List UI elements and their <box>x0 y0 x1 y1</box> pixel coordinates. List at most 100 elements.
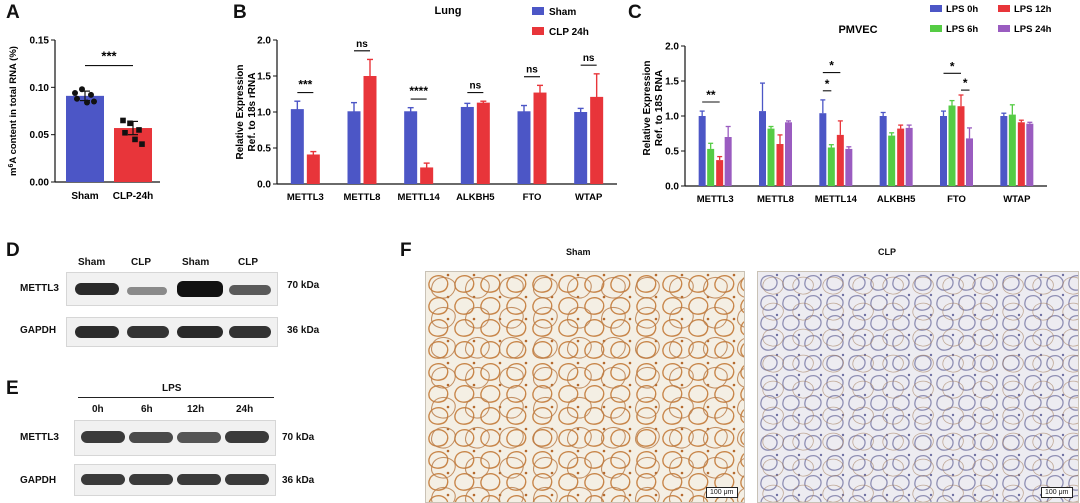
chart-a-y-tick-label: 0.10 <box>30 83 50 94</box>
chart-b-sig-label: ns <box>526 65 538 76</box>
chart-c-sig-label: * <box>950 59 955 73</box>
histology-clp-image <box>757 271 1079 503</box>
blot-d-size-70: 70 kDa <box>287 280 320 291</box>
chart-a-sig-label: *** <box>101 49 117 64</box>
chart-b-bar-mettl8-sham <box>347 111 361 184</box>
chart-b-sig-label: ns <box>469 81 481 92</box>
chart-b-legend-swatch <box>532 7 544 15</box>
chart-a-point <box>74 95 80 102</box>
chart-c-sig-label: * <box>829 59 834 73</box>
chart-c-bar-wtap-lps-6h <box>1008 114 1016 186</box>
chart-c-y-tick-label: 2.0 <box>665 42 679 53</box>
chart-c-legend-label: LPS 0h <box>946 4 978 15</box>
panel-letter-e: E <box>6 378 19 399</box>
histology-sham-tissue <box>426 272 744 502</box>
chart-c-bar-mettl3-lps-12h <box>716 160 724 186</box>
chart-a-y-tick-label: 0.00 <box>30 178 50 189</box>
chart-c-bar-alkbh5-lps-6h <box>888 135 896 186</box>
histology-clp-tissue <box>758 272 1078 502</box>
blot-d-lane-2: CLP <box>131 257 151 268</box>
blot-e-divider <box>78 397 274 398</box>
chart-c-legend-swatch <box>998 25 1010 32</box>
blot-e-lane-4: 24h <box>236 404 254 415</box>
chart-c-title: PMVEC <box>838 24 877 36</box>
chart-c-legend-swatch <box>930 5 942 12</box>
chart-c-bar-fto-lps-12h <box>957 106 965 186</box>
blot-band <box>225 431 269 443</box>
blot-band <box>177 474 221 485</box>
blot-band <box>229 326 271 338</box>
chart-c-bar-mettl14-lps-12h <box>836 134 844 186</box>
chart-b-bar-mettl14-sham <box>404 111 418 184</box>
chart-c-x-label: METTL3 <box>697 194 734 205</box>
chart-b-y-tick-label: 1.0 <box>257 108 271 119</box>
panel-letter-f: F <box>400 240 412 261</box>
chart-c-bar-mettl8-lps-12h <box>776 144 784 186</box>
chart-b-legend-swatch <box>532 27 544 35</box>
panel-letter-c: C <box>628 2 642 23</box>
blot-e-size-70: 70 kDa <box>282 432 315 443</box>
blot-e-row-gapdh: GAPDH <box>20 475 57 486</box>
chart-b-title: Lung <box>435 5 462 17</box>
chart-b-sig-label: ns <box>356 39 368 50</box>
histology-clp-title: CLP <box>878 247 896 257</box>
chart-b-bar-mettl3-sham <box>290 109 304 184</box>
chart-a-point <box>132 136 138 143</box>
chart-c-legend-label: LPS 12h <box>1014 4 1052 15</box>
chart-b-legend-label: CLP 24h <box>549 27 589 38</box>
blot-d-lane-4: CLP <box>238 257 258 268</box>
chart-b-x-label: METTL14 <box>398 192 441 203</box>
chart-c-x-label: METTL14 <box>815 194 858 205</box>
histology-sham-image <box>425 271 745 503</box>
blot-band <box>177 326 223 338</box>
blot-e-lane-3: 12h <box>187 404 205 415</box>
chart-b-legend-label: Sham <box>549 7 576 18</box>
panel-letter-d: D <box>6 240 20 261</box>
chart-b-y-tick-label: 2.0 <box>257 36 271 47</box>
chart-c-bar-alkbh5-lps-0h <box>879 116 887 186</box>
chart-c-y-tick-label: 0.5 <box>665 147 679 158</box>
chart-c-bar-wtap-lps-24h <box>1026 123 1034 186</box>
chart-b-sig-label: **** <box>409 84 428 98</box>
blot-d-row-mettl3: METTL3 <box>20 283 59 294</box>
chart-c-y-tick-label: 1.0 <box>665 112 679 123</box>
blot-band <box>81 431 125 443</box>
blot-e-row-mettl3: METTL3 <box>20 432 59 443</box>
chart-a-x-label: CLP-24h <box>113 191 154 202</box>
chart-b-bar-mettl8-clp <box>363 76 377 184</box>
chart-b-y-tick-label: 0.0 <box>257 180 271 191</box>
chart-a-point <box>122 129 128 136</box>
blot-band <box>75 326 119 338</box>
chart-c-bar-mettl14-lps-24h <box>845 148 853 186</box>
chart-c-bar-mettl3-lps-24h <box>724 137 732 186</box>
blot-d-mettl3-strip <box>66 272 278 306</box>
blot-e-treatment: LPS <box>162 383 182 394</box>
chart-a-bar-clp-24h <box>114 128 152 182</box>
blot-e-gapdh-strip <box>74 464 276 496</box>
chart-b-y-label-2: Ref. to 18s rRNA <box>247 73 258 152</box>
chart-c-legend-label: LPS 6h <box>946 24 978 35</box>
chart-c-bar-fto-lps-0h <box>940 116 947 186</box>
blot-band <box>225 474 269 485</box>
blot-band <box>177 281 223 297</box>
chart-c-y-tick-label: 1.5 <box>665 77 679 88</box>
blot-e-mettl3-strip <box>74 420 276 456</box>
blot-band <box>129 474 173 485</box>
chart-c-sig-label: * <box>825 77 830 91</box>
histology-sham-title: Sham <box>566 247 591 257</box>
chart-b-x-label: METTL8 <box>344 192 381 203</box>
chart-c-bar-mettl3-lps-6h <box>707 148 715 186</box>
chart-c-x-label: WTAP <box>1003 194 1031 205</box>
chart-a-point <box>84 99 90 106</box>
blot-band <box>127 326 169 338</box>
blot-e-lane-1: 0h <box>92 404 104 415</box>
chart-b-x-label: ALKBH5 <box>456 192 495 203</box>
chart-c-x-label: METTL8 <box>757 194 794 205</box>
chart-c-legend-swatch <box>998 5 1010 12</box>
chart-b-x-label: WTAP <box>575 192 603 203</box>
chart-b-bar-fto-clp <box>533 92 547 184</box>
blot-band <box>75 283 119 295</box>
chart-c-legend-swatch <box>930 25 942 32</box>
chart-a-point <box>79 86 85 93</box>
blot-band <box>229 285 271 295</box>
